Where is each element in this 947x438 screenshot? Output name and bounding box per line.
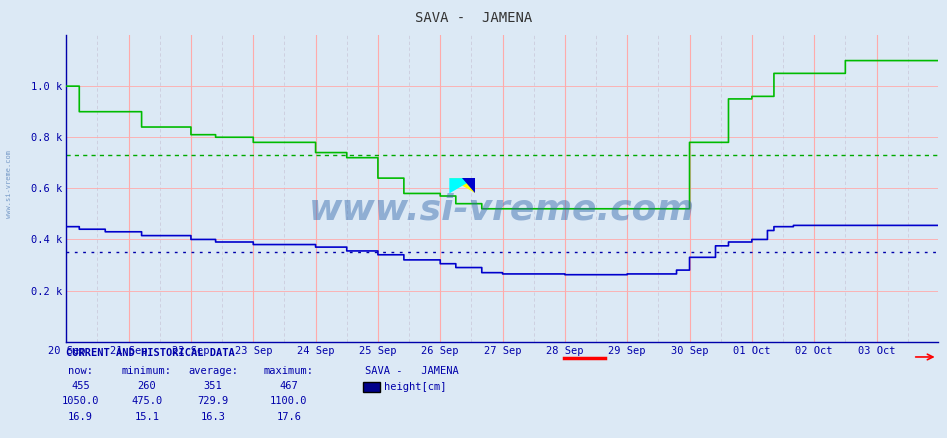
Text: 16.3: 16.3 (201, 412, 225, 422)
Text: height[cm]: height[cm] (384, 382, 446, 392)
Text: 15.1: 15.1 (134, 412, 159, 422)
Text: 1050.0: 1050.0 (62, 396, 99, 406)
Text: CURRENT AND HISTORICAL DATA: CURRENT AND HISTORICAL DATA (66, 348, 235, 358)
Text: SAVA -   JAMENA: SAVA - JAMENA (365, 366, 458, 376)
Text: www.si-vreme.com: www.si-vreme.com (309, 193, 695, 227)
Text: maximum:: maximum: (264, 366, 313, 376)
Text: now:: now: (68, 366, 93, 376)
Polygon shape (449, 178, 475, 194)
Text: 16.9: 16.9 (68, 412, 93, 422)
Polygon shape (449, 178, 475, 194)
Text: 467: 467 (279, 381, 298, 391)
Text: 17.6: 17.6 (277, 412, 301, 422)
Text: www.si-vreme.com: www.si-vreme.com (7, 150, 12, 218)
Text: minimum:: minimum: (122, 366, 171, 376)
Polygon shape (462, 178, 475, 194)
Text: 729.9: 729.9 (198, 396, 228, 406)
Text: SAVA -  JAMENA: SAVA - JAMENA (415, 11, 532, 25)
Text: 1100.0: 1100.0 (270, 396, 308, 406)
Text: 260: 260 (137, 381, 156, 391)
Text: 351: 351 (204, 381, 223, 391)
Text: 475.0: 475.0 (132, 396, 162, 406)
Text: 455: 455 (71, 381, 90, 391)
Text: average:: average: (188, 366, 238, 376)
